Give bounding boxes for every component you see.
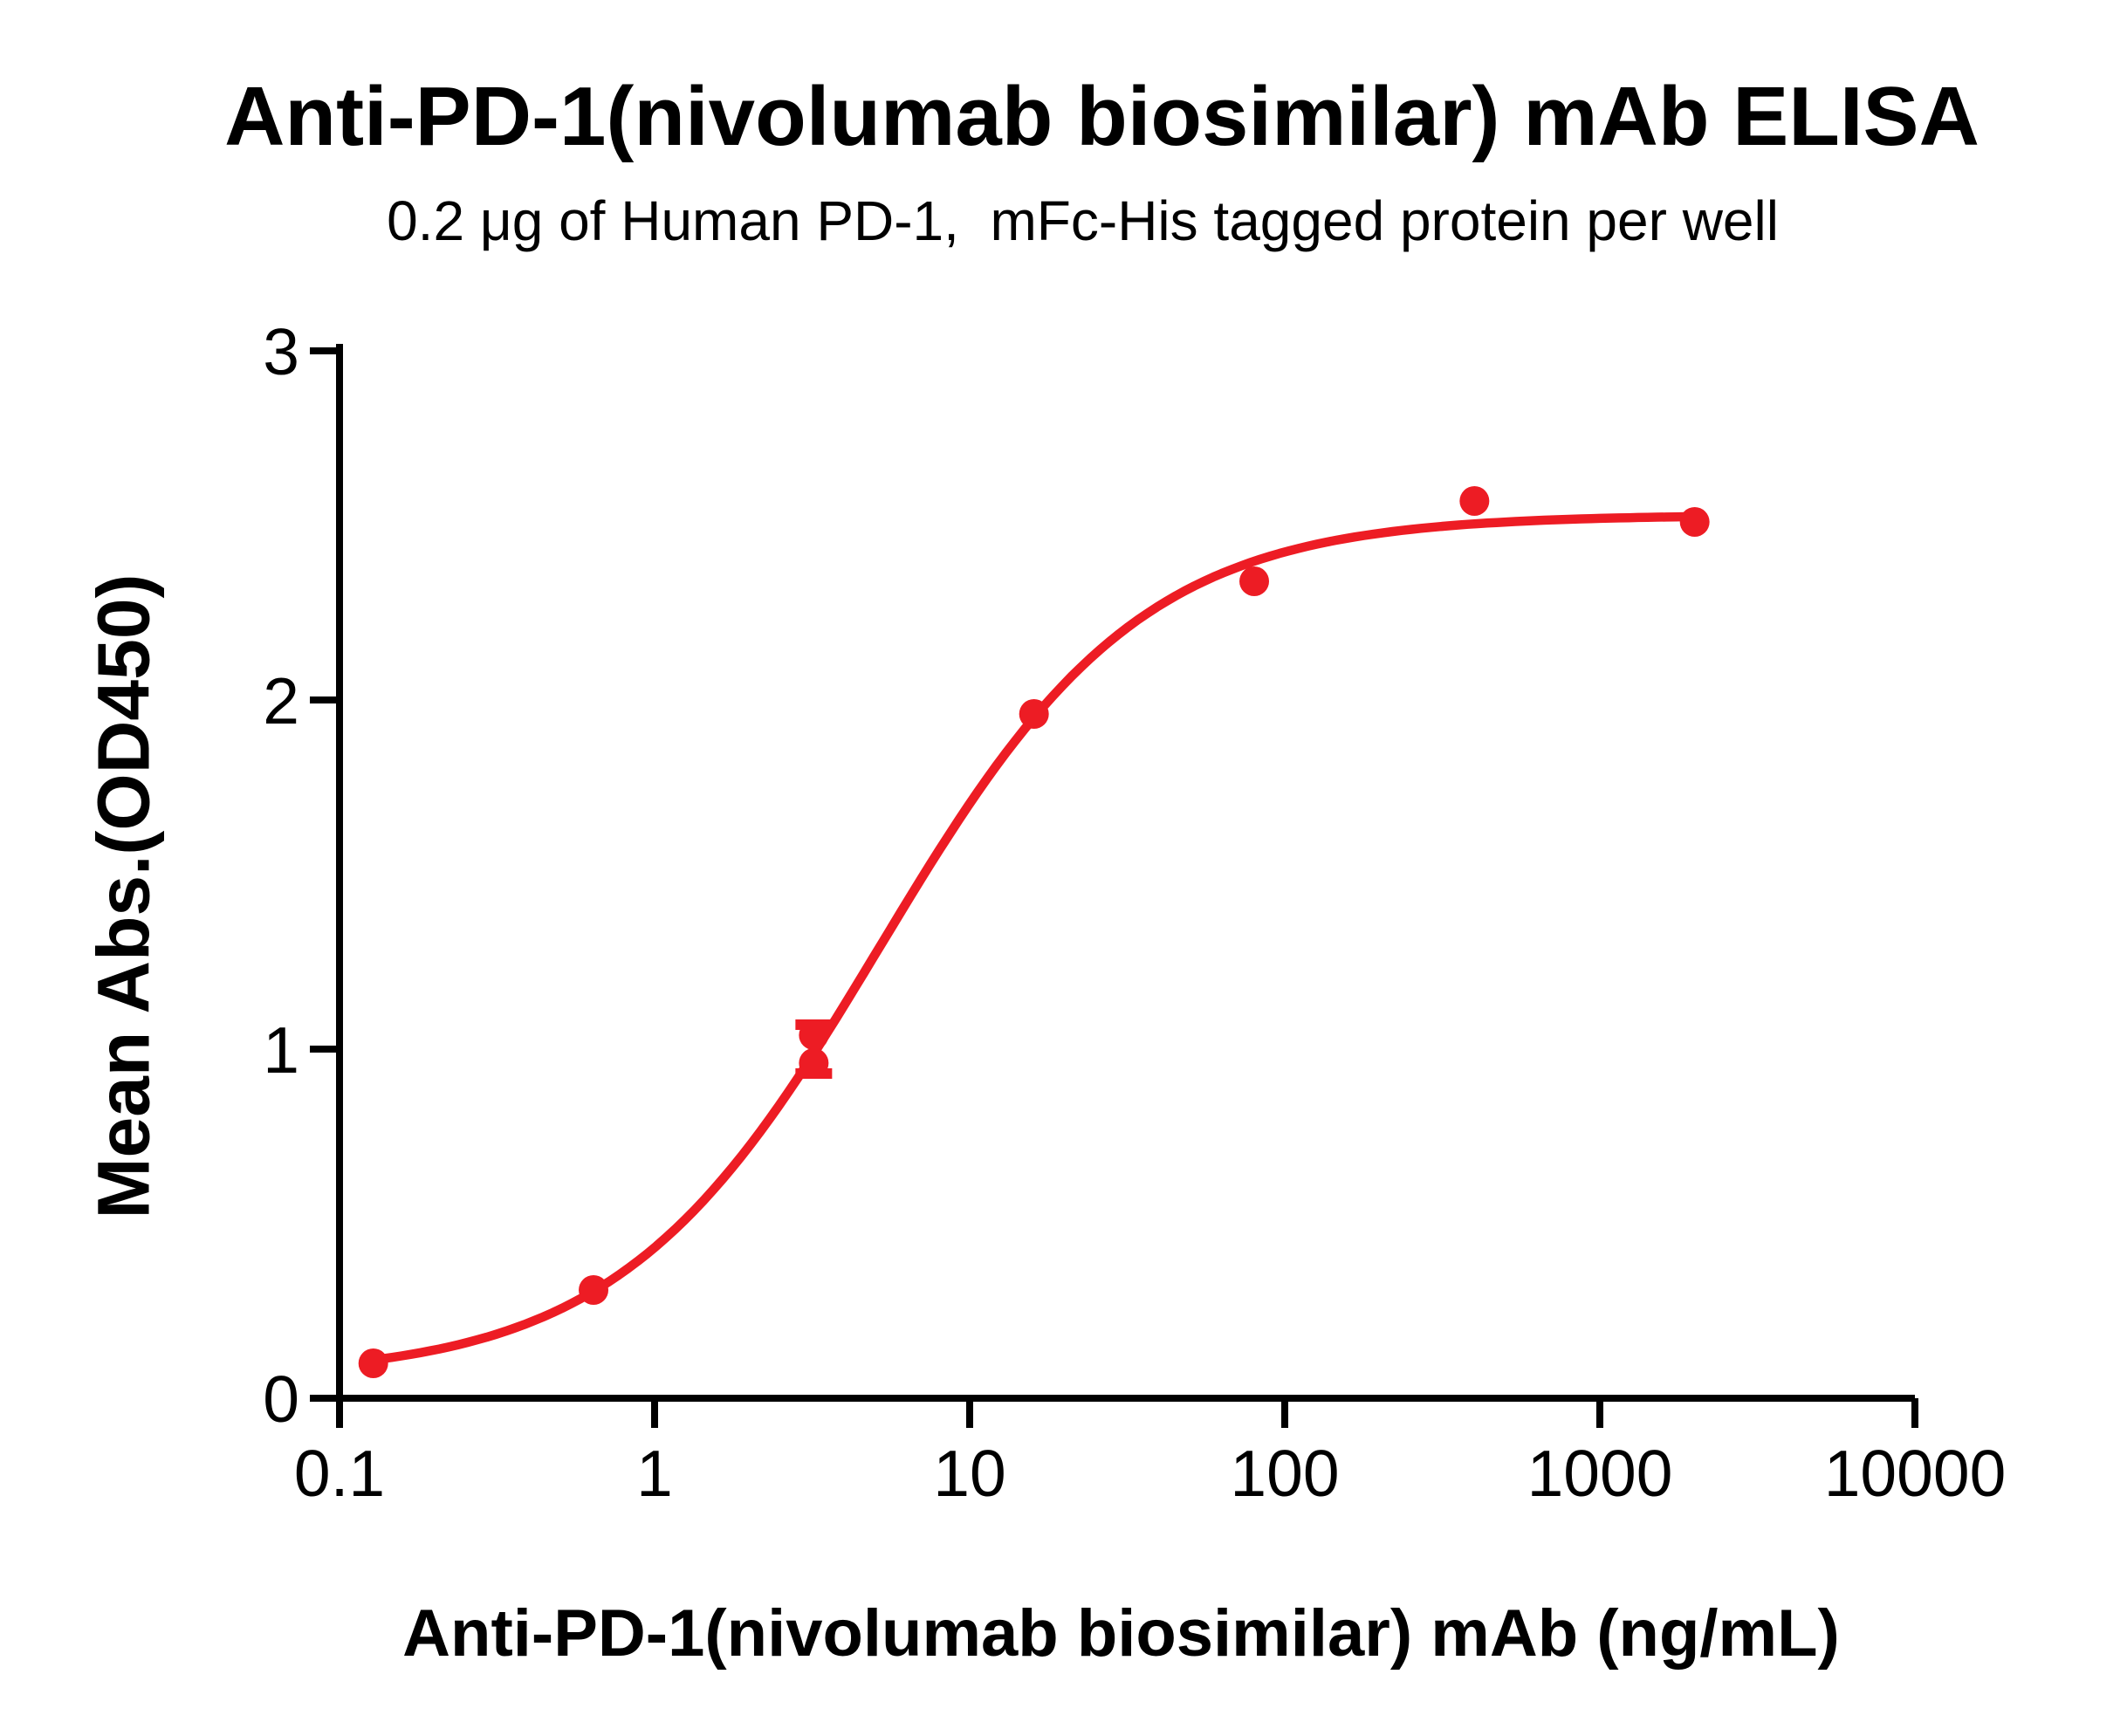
x-tick-label: 10 [933,1437,1005,1510]
x-tick-label: 1000 [1527,1437,1673,1510]
data-point [358,1348,388,1378]
data-point [579,1275,609,1305]
x-tick-label: 100 [1230,1437,1339,1510]
y-tick-label: 3 [263,315,299,388]
x-axis-label: Anti-PD-1(nivolumab biosimilar) mAb (ng/… [402,1596,1840,1671]
fit-curve [368,511,1699,1365]
y-tick-label: 2 [263,664,299,738]
y-tick-label: 0 [263,1362,299,1436]
data-point [1459,486,1490,516]
x-tick-label: 1 [636,1437,673,1510]
data-point [1679,507,1710,537]
data-point [1239,566,1270,596]
x-tick-label: 10000 [1824,1437,2007,1510]
chart-title: Anti-PD-1(nivolumab biosimilar) mAb ELIS… [224,70,1979,163]
x-tick-label: 0.1 [294,1437,385,1510]
chart-subtitle: 0.2 μg of Human PD-1, mFc-His tagged pro… [387,189,1779,252]
data-point [799,1020,829,1050]
data-point [1019,699,1049,729]
y-tick-label: 1 [263,1013,299,1087]
data-point [799,1048,829,1078]
